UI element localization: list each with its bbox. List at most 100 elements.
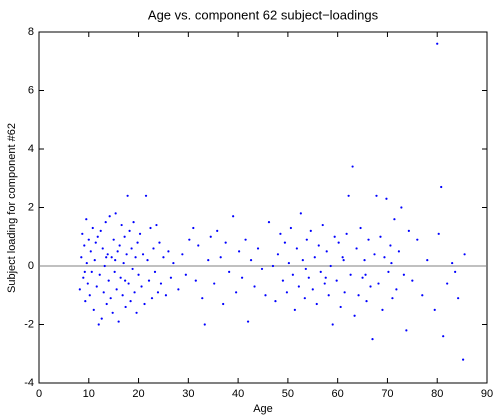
point bbox=[111, 311, 114, 314]
point bbox=[124, 279, 127, 282]
y-tick-label: 6 bbox=[28, 84, 34, 96]
point bbox=[260, 267, 264, 271]
point bbox=[325, 250, 328, 253]
point bbox=[192, 226, 195, 230]
point bbox=[337, 241, 340, 244]
point bbox=[301, 259, 304, 262]
point bbox=[373, 253, 376, 256]
point bbox=[222, 302, 225, 306]
point bbox=[78, 288, 81, 291]
point bbox=[385, 197, 388, 200]
plot-frame bbox=[38, 31, 488, 384]
point bbox=[85, 218, 88, 221]
point bbox=[82, 276, 85, 279]
point bbox=[93, 259, 96, 262]
point bbox=[400, 206, 403, 209]
point bbox=[172, 261, 175, 265]
point bbox=[80, 256, 83, 259]
point bbox=[291, 273, 294, 276]
x-tick-label: 80 bbox=[431, 388, 443, 400]
point bbox=[86, 282, 89, 285]
point bbox=[416, 238, 419, 241]
point bbox=[152, 247, 155, 250]
point bbox=[149, 226, 152, 230]
point bbox=[363, 259, 366, 262]
point bbox=[89, 250, 92, 253]
point bbox=[164, 294, 168, 297]
point bbox=[287, 261, 290, 265]
y-tick-label: 4 bbox=[28, 143, 34, 155]
point bbox=[116, 250, 119, 253]
point bbox=[321, 223, 324, 227]
point bbox=[88, 294, 91, 297]
point bbox=[144, 194, 148, 197]
point bbox=[146, 259, 149, 262]
point bbox=[224, 241, 227, 244]
point bbox=[101, 247, 104, 250]
point bbox=[197, 244, 200, 247]
x-tick-label: 50 bbox=[282, 388, 294, 400]
point bbox=[267, 221, 271, 224]
point bbox=[315, 302, 318, 306]
point bbox=[128, 229, 131, 232]
point bbox=[355, 247, 358, 250]
point bbox=[121, 294, 124, 297]
point bbox=[359, 226, 362, 230]
point bbox=[457, 297, 460, 300]
point bbox=[433, 308, 436, 311]
point bbox=[446, 282, 449, 285]
point bbox=[276, 253, 280, 256]
point bbox=[379, 235, 382, 238]
point bbox=[405, 329, 408, 332]
point bbox=[129, 300, 132, 303]
point bbox=[390, 261, 393, 265]
point bbox=[364, 273, 367, 276]
point bbox=[279, 232, 282, 235]
point bbox=[85, 261, 88, 265]
point bbox=[114, 259, 117, 262]
point bbox=[440, 185, 443, 189]
point bbox=[411, 279, 414, 282]
point bbox=[216, 229, 219, 232]
point bbox=[112, 238, 115, 241]
point bbox=[253, 285, 256, 288]
point bbox=[127, 282, 130, 285]
point bbox=[369, 285, 372, 288]
point bbox=[102, 291, 105, 294]
point bbox=[342, 259, 345, 262]
point bbox=[274, 300, 277, 303]
point bbox=[137, 273, 140, 276]
point bbox=[327, 294, 330, 297]
point bbox=[124, 305, 127, 309]
x-tick-label: 70 bbox=[381, 388, 393, 400]
x-tick-label: 20 bbox=[132, 388, 144, 400]
point bbox=[264, 294, 267, 297]
point bbox=[349, 273, 352, 276]
point bbox=[437, 232, 440, 235]
point bbox=[162, 256, 165, 259]
y-tick-label: 8 bbox=[28, 26, 34, 38]
point bbox=[219, 256, 222, 259]
x-tick-label: 60 bbox=[332, 388, 344, 400]
point bbox=[331, 323, 334, 326]
point bbox=[84, 300, 87, 303]
point bbox=[87, 238, 90, 241]
x-tick-label: 30 bbox=[182, 388, 194, 400]
point bbox=[339, 305, 342, 309]
y-tick-label: -4 bbox=[24, 377, 34, 389]
point bbox=[131, 267, 134, 271]
point bbox=[107, 279, 110, 282]
x-tick-label: 40 bbox=[232, 388, 244, 400]
point bbox=[132, 221, 135, 224]
point bbox=[387, 270, 390, 273]
point bbox=[138, 232, 142, 235]
point bbox=[100, 317, 103, 320]
point bbox=[94, 241, 97, 244]
point bbox=[203, 323, 206, 326]
point bbox=[335, 279, 338, 282]
point bbox=[143, 302, 146, 306]
point bbox=[158, 241, 161, 244]
x-tick-label: 90 bbox=[481, 388, 493, 400]
point bbox=[462, 358, 465, 361]
point bbox=[114, 212, 117, 215]
